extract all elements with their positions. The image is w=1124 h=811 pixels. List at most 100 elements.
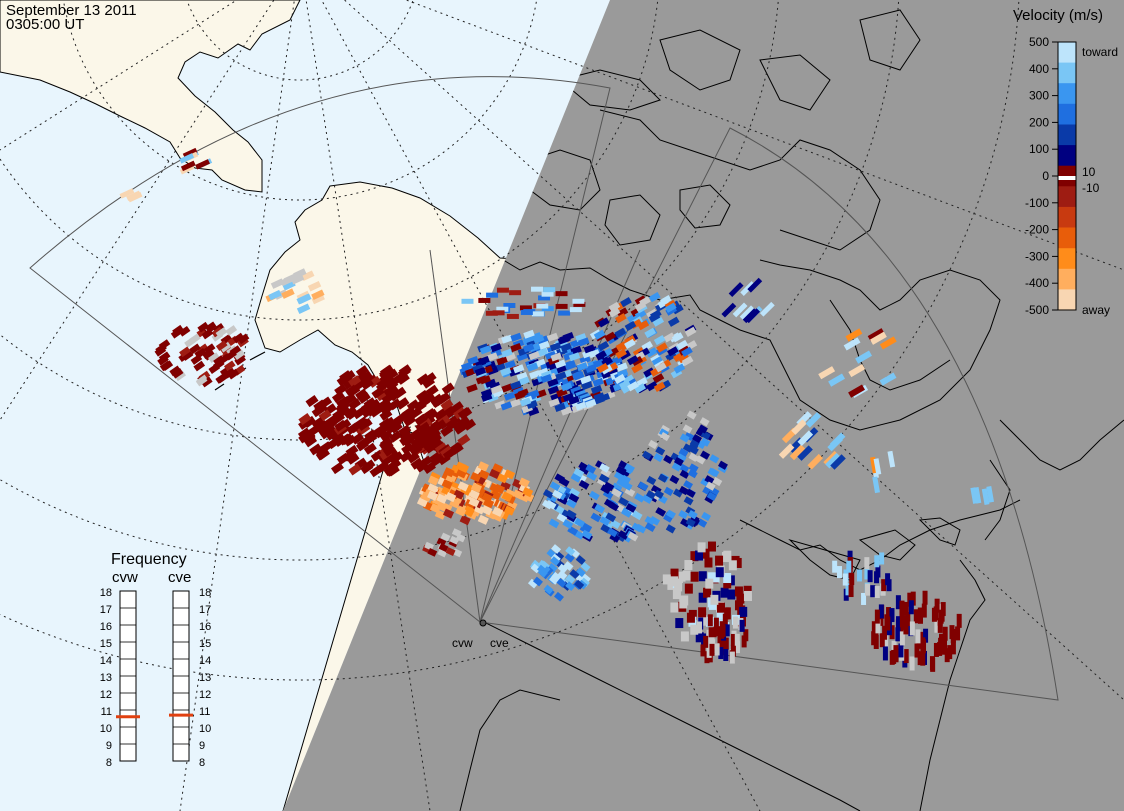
scatter-cell (673, 456, 684, 467)
scatter-cell (626, 355, 639, 366)
scatter-cell (593, 329, 606, 340)
scatter-cell (200, 376, 213, 388)
scatter-cell (679, 469, 690, 479)
scatter-cell (842, 573, 848, 586)
scatter-cell (690, 571, 699, 582)
scatter-cell (522, 343, 535, 353)
scatter-cell (537, 367, 549, 377)
colorbar-tick-label: 500 (1029, 35, 1049, 49)
scatter-cell (724, 607, 730, 620)
scatter-cell (538, 295, 551, 301)
scatter-cell (791, 419, 807, 435)
scatter-cell (700, 450, 710, 460)
scatter-cell (907, 592, 913, 607)
scatter-cell (170, 327, 183, 339)
scatter-cell (330, 462, 344, 475)
scatter-cell (522, 487, 534, 498)
scatter-cell (742, 308, 758, 324)
scatter-cell (883, 634, 889, 649)
scatter-cell (720, 587, 729, 598)
scatter-cell (678, 510, 689, 520)
scatter-cell (934, 598, 940, 613)
scatter-cell (496, 306, 509, 312)
scatter-cell (683, 496, 694, 506)
scatter-cell (215, 340, 228, 352)
scatter-cell (627, 381, 639, 392)
scatter-cell (406, 451, 420, 464)
scatter-cell (490, 490, 502, 501)
scatter-cell (575, 389, 587, 399)
scatter-cell (479, 345, 492, 355)
scatter-cell (468, 489, 480, 500)
scatter-cell (180, 160, 196, 172)
scatter-cell (519, 305, 532, 311)
scatter-cell (871, 621, 877, 636)
scatter-cell (682, 443, 693, 453)
scatter-cell (583, 344, 596, 354)
scatter-cell (303, 415, 317, 428)
scatter-cell (496, 356, 508, 366)
scatter-cell (423, 407, 437, 421)
frequency-tick-label: 18 (199, 587, 211, 599)
scatter-cell (723, 573, 732, 584)
scatter-cell (695, 632, 704, 643)
scatter-cell (396, 397, 410, 410)
scatter-cell (480, 388, 493, 398)
scatter-cell (383, 444, 397, 457)
scatter-cell (537, 559, 548, 570)
scatter-cell (656, 342, 668, 353)
scatter-cell (670, 602, 679, 613)
scatter-cell (705, 578, 714, 589)
frequency-tick-label: 18 (100, 587, 112, 599)
scatter-cell (719, 636, 725, 649)
colorbar-ticks: 500 400 300 200 100 0 -100 -200 -300 -400 -500 (1025, 35, 1058, 317)
scatter-cell (568, 493, 580, 503)
scatter-cell (631, 510, 643, 521)
scatter-cell (454, 422, 468, 435)
scatter-cell (486, 352, 499, 362)
scatter-cell (408, 440, 422, 453)
scatter-cell (564, 361, 577, 371)
scatter-cell (690, 624, 699, 635)
scatter-cell (879, 633, 885, 648)
scatter-cell (715, 567, 724, 578)
scatter-cell (709, 467, 720, 478)
frequency-scales: 18 18 17 17 16 16 15 15 14 14 13 13 12 12 11 11 10 10 9 9 8 8 (100, 587, 212, 769)
scatter-cell (301, 270, 315, 281)
scatter-cell (585, 463, 597, 474)
scatter-cell (530, 563, 541, 574)
scatter-cell (732, 616, 738, 629)
frequency-tick-label: 12 (199, 689, 211, 701)
colorbar-swatch (1058, 227, 1076, 249)
scatter-cell (213, 355, 225, 366)
scatter-cell (875, 619, 881, 634)
scatter-cell (680, 518, 690, 528)
scatter-cell (422, 461, 437, 474)
scatter-cell (655, 446, 666, 456)
scatter-cell (645, 347, 658, 358)
scatter-cell (541, 306, 554, 312)
scatter-cell (721, 302, 737, 318)
scatter-cell (617, 530, 629, 540)
scatter-cell (847, 550, 853, 563)
scatter-cell (538, 340, 550, 350)
scatter-cell (512, 489, 524, 500)
scatter-cell (655, 507, 667, 517)
scatter-cell (722, 613, 728, 626)
scatter-cell (705, 481, 716, 491)
scatter-cell (445, 491, 457, 503)
colorbar-swatch (1058, 42, 1076, 64)
scatter-cell (342, 369, 356, 382)
scatter-cell (663, 513, 674, 523)
scatter-cell (886, 607, 892, 622)
scatter-cell (509, 398, 522, 408)
scatter-cell (699, 417, 710, 427)
colorbar-swatch (1058, 103, 1076, 125)
colorbar-swatch (1058, 206, 1076, 229)
scatter-cell (558, 310, 571, 316)
scatter-cell (728, 560, 737, 571)
frequency-tick-label: 12 (100, 689, 112, 701)
scatter-cell (735, 641, 741, 654)
scatter-cell (579, 355, 591, 365)
scatter-cell (575, 401, 587, 411)
